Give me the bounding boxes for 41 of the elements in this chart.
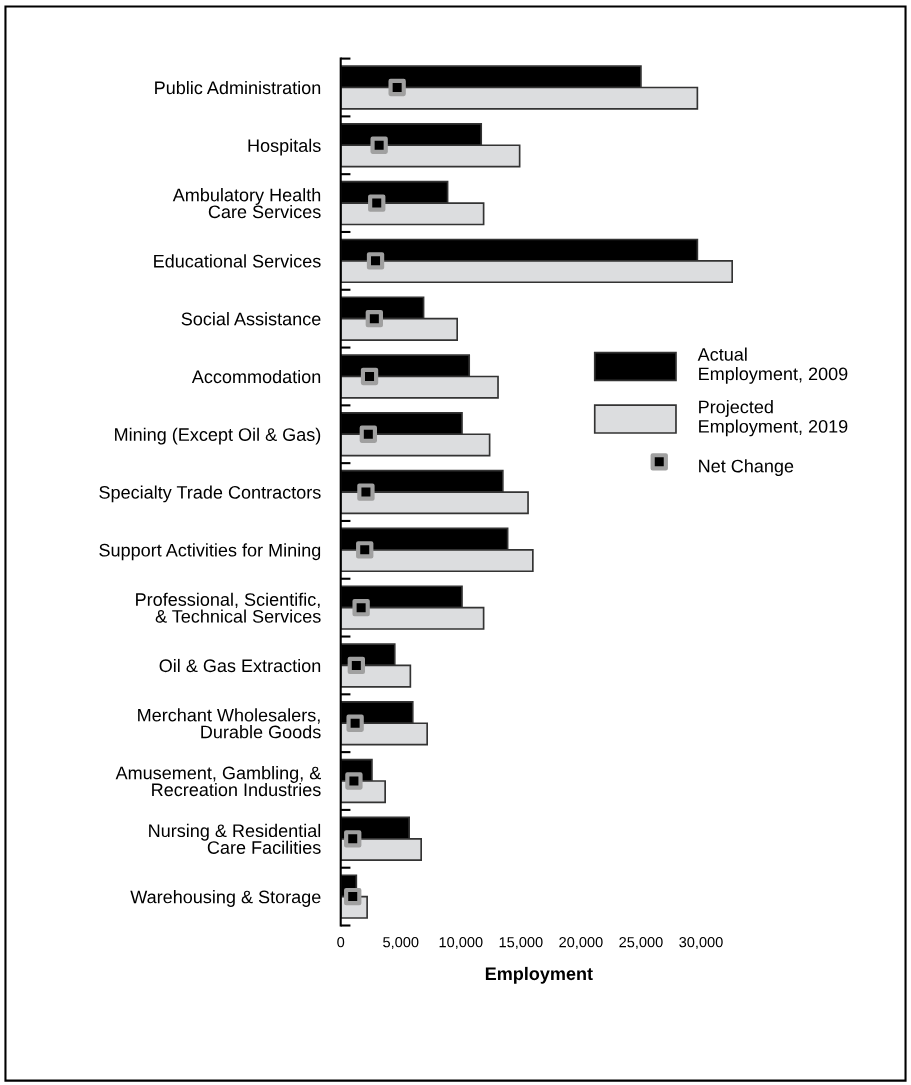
point	[365, 309, 384, 328]
y-tick-label: Mining (Except Oil & Gas)	[115, 427, 321, 445]
point	[359, 425, 378, 443]
x-tick-label: 30,000	[679, 937, 723, 950]
y-tick-label: Public Administration	[155, 80, 321, 95]
legend-label: Net Change	[699, 459, 794, 477]
y-tick-label: Accommodation	[191, 369, 321, 384]
x-axis-title: Employment	[485, 966, 593, 984]
y-tick-label: Support Activities for Mining	[99, 543, 321, 561]
point	[345, 772, 363, 790]
legend-label: Actual Employment, 2009	[697, 347, 848, 384]
y-tick-label: Educational Services	[154, 254, 321, 268]
y-tick-label: Ambulatory Health Care Services	[172, 188, 321, 219]
point	[356, 541, 374, 559]
point	[368, 194, 386, 212]
y-tick-label: Nursing & Residential Care Facilities	[149, 823, 321, 854]
x-tick-label: 15,000	[499, 937, 543, 950]
point	[357, 483, 375, 501]
point	[347, 656, 365, 675]
x-tick-label: 0	[337, 937, 345, 948]
y-tick-label: Merchant Wholesalers, Durable Goods	[138, 708, 321, 739]
point	[344, 887, 362, 906]
y-tick-label: Social Assistance	[181, 312, 321, 326]
x-tick-label: 5,000	[383, 937, 419, 950]
point	[346, 714, 364, 732]
legend-label: Projected Employment, 2019	[699, 400, 848, 437]
point	[344, 830, 362, 848]
y-tick-label: Hospitals	[248, 138, 321, 156]
y-tick-label: Amusement, Gambling, & Recreation Industries	[115, 766, 321, 797]
y-tick-label: Oil & Gas Extraction	[159, 658, 321, 673]
y-tick-label: Professional, Scientific, & Technical Services	[136, 592, 321, 623]
point	[360, 367, 379, 386]
y-tick-label: Specialty Trade Contractors	[99, 485, 321, 503]
point	[352, 598, 370, 617]
point	[388, 78, 406, 97]
point	[366, 252, 385, 270]
y-tick-label: Warehousing & Storage	[130, 890, 321, 907]
x-tick-label: 25,000	[619, 937, 663, 950]
x-tick-label: 10,000	[439, 937, 483, 950]
x-tick-label: 20,000	[559, 937, 603, 950]
point	[370, 136, 388, 154]
